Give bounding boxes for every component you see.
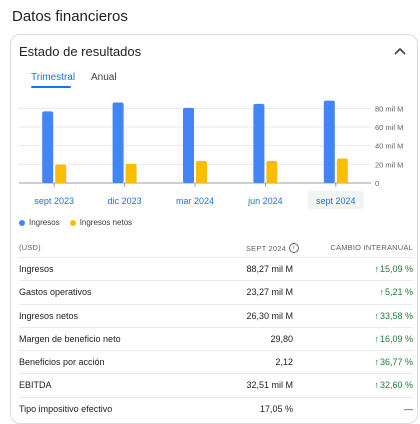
row-change: ↑ 5,21 %	[379, 287, 413, 297]
revenue-bar	[112, 102, 124, 183]
row-label: EBITDA	[19, 380, 52, 391]
x-tick-label[interactable]: mar 2024	[176, 196, 214, 206]
legend-item-net-income: Ingresos netos	[69, 218, 133, 227]
revenue-bar	[183, 107, 194, 183]
row-change: ↑ 32,60 %	[374, 380, 413, 390]
row-value: 23,27 mil M	[246, 287, 293, 298]
financial-table: (USD) SEPT 2024 i CAMBIO INTERANUAL Ingr…	[19, 239, 413, 420]
row-label: Beneficios por acción	[19, 357, 105, 368]
row-change-value: 32,60 %	[379, 380, 413, 391]
income-statement-card: Estado de resultados Trimestral Anual 0 2…	[10, 34, 418, 424]
legend-dot-icon	[69, 219, 76, 226]
table-row: EBITDA 32,51 mil M ↑ 32,60 %	[19, 373, 413, 396]
column-header-period: SEPT 2024 i	[246, 243, 299, 253]
revenue-bar	[253, 103, 265, 183]
row-change-value: 36,77 %	[379, 357, 413, 368]
page-title: Datos financieros	[12, 8, 128, 25]
table-body: Ingresos 88,27 mil M ↑ 15,09 % Gastos operat…	[19, 257, 413, 420]
x-tick-label[interactable]: dic 2023	[108, 196, 142, 206]
info-icon[interactable]: i	[289, 243, 299, 253]
row-value: 32,51 mil M	[246, 380, 293, 391]
arrow-up-icon: ↑	[374, 264, 379, 274]
tab-quarterly[interactable]: Trimestral	[31, 72, 76, 83]
y-tick-label: 60 mil M	[375, 123, 403, 132]
table-row: Ingresos netos 26,30 mil M ↑ 33,58 %	[19, 303, 413, 327]
net-income-bar	[336, 158, 348, 183]
row-value: 26,30 mil M	[246, 310, 293, 321]
legend-item-revenue: Ingresos	[19, 218, 60, 227]
net-income-bar	[196, 160, 207, 183]
y-tick-label: 80 mil M	[375, 104, 403, 113]
y-tick-label: 20 mil M	[375, 160, 403, 169]
card-header[interactable]: Estado de resultados	[19, 44, 142, 59]
row-change: ↑ 15,09 %	[374, 264, 413, 274]
row-label: Tipo impositivo efectivo	[19, 403, 113, 414]
legend-label: Ingresos netos	[79, 218, 133, 227]
revenue-bar	[323, 100, 335, 183]
row-value: 2,12	[275, 357, 293, 368]
arrow-up-icon: ↑	[374, 380, 379, 391]
table-row: Ingresos 88,27 mil M ↑ 15,09 %	[19, 257, 413, 280]
row-value: 88,27 mil M	[246, 264, 293, 274]
net-income-bar	[55, 164, 67, 183]
row-change: ↑ 36,77 %	[374, 357, 413, 367]
chevron-up-icon[interactable]	[393, 45, 407, 57]
row-value: 29,80	[270, 333, 293, 344]
table-row: Margen de beneficio neto 29,80 ↑ 16,09 %	[19, 326, 413, 350]
row-label: Gastos operativos	[19, 287, 92, 298]
chart-legend: Ingresos Ingresos netos	[19, 218, 132, 227]
row-label: Ingresos	[19, 264, 54, 274]
arrow-up-icon: ↑	[379, 287, 384, 298]
arrow-up-icon: ↑	[374, 357, 379, 368]
net-income-bar	[266, 160, 278, 183]
legend-label: Ingresos	[29, 218, 60, 227]
row-change: —	[404, 404, 413, 414]
selected-category-highlight	[307, 191, 364, 209]
revenue-bar-chart: 0 20 mil M 40 mil M 60 mil M 80 mil M sept 20…	[19, 100, 403, 209]
revenue-bar	[42, 111, 54, 183]
row-change: ↑ 33,58 %	[374, 311, 413, 321]
row-change-value: 5,21 %	[384, 287, 413, 298]
row-label: Margen de beneficio neto	[19, 333, 121, 344]
column-header-currency: (USD)	[19, 243, 41, 252]
row-value: 17,05 %	[259, 403, 293, 414]
legend-dot-icon	[19, 219, 25, 226]
active-tab-indicator	[31, 86, 71, 88]
row-change-value: 16,09 %	[379, 333, 413, 344]
row-change-value: 15,09 %	[379, 264, 413, 274]
x-tick-label[interactable]: sept 2023	[34, 196, 74, 206]
row-change: ↑ 16,09 %	[374, 334, 413, 344]
arrow-up-icon: ↑	[374, 333, 379, 344]
table-row: Beneficios por acción 2,12 ↑ 36,77 %	[19, 350, 413, 373]
x-tick-label[interactable]: jun 2024	[247, 196, 283, 206]
y-tick-label: 0	[375, 179, 379, 188]
arrow-up-icon: ↑	[374, 310, 379, 321]
net-income-bar	[125, 163, 137, 183]
x-tick-label[interactable]: sept 2024	[316, 196, 356, 206]
row-label: Ingresos netos	[19, 310, 79, 321]
table-header: (USD) SEPT 2024 i CAMBIO INTERANUAL	[19, 239, 413, 257]
tab-annual[interactable]: Anual	[91, 72, 117, 83]
row-change-value: —	[404, 403, 413, 414]
table-row: Gastos operativos 23,27 mil M ↑ 5,21 %	[19, 280, 413, 303]
y-tick-label: 40 mil M	[375, 142, 403, 151]
row-change-value: 33,58 %	[379, 310, 413, 321]
table-row: Tipo impositivo efectivo 17,05 % —	[19, 396, 413, 420]
column-header-change: CAMBIO INTERANUAL	[330, 243, 413, 252]
column-header-period-label: SEPT 2024	[245, 243, 286, 253]
